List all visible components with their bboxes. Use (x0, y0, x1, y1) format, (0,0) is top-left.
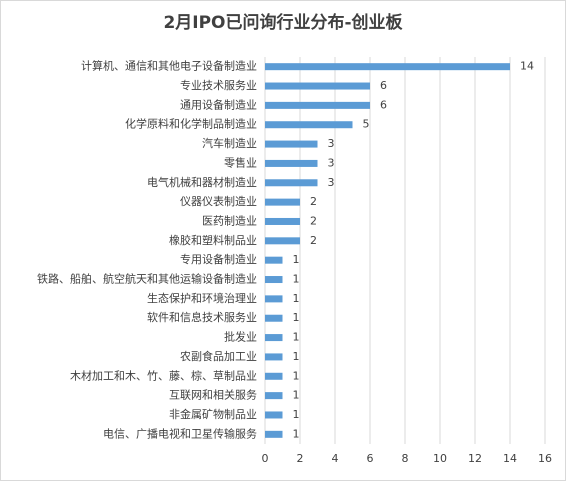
bar (265, 256, 283, 264)
bar (265, 372, 283, 380)
y-tick-label: 软件和信息技术服务业 (147, 310, 257, 324)
y-tick-label: 零售业 (224, 155, 257, 169)
x-tick-label: 16 (538, 452, 552, 465)
value-label: 6 (380, 98, 387, 111)
y-tick-label: 非金属矿物制品业 (169, 407, 257, 421)
y-tick-label: 互联网和相关服务 (169, 388, 257, 402)
y-tick-label: 医药制造业 (202, 213, 257, 227)
value-label: 1 (293, 350, 300, 363)
value-label: 3 (328, 137, 335, 150)
bar (265, 82, 370, 90)
x-tick-label: 4 (332, 452, 339, 465)
y-tick-label: 计算机、通信和其他电子设备制造业 (81, 59, 257, 73)
value-label: 5 (363, 118, 370, 131)
y-tick-label: 铁路、船舶、航空航天和其他运输设备制造业 (37, 272, 257, 286)
bar (265, 121, 353, 129)
bar (265, 314, 283, 322)
y-tick-label: 木材加工和木、竹、藤、棕、草制品业 (70, 368, 257, 382)
y-tick-label: 通用设备制造业 (180, 97, 257, 111)
value-label: 1 (293, 427, 300, 440)
chart-title: 2月IPO已问询行业分布-创业板 (163, 12, 403, 33)
bar (265, 295, 283, 303)
y-tick-label: 农副食品加工业 (180, 349, 257, 363)
bar (265, 353, 283, 361)
y-tick-label: 电信、广播电视和卫星传输服务 (103, 426, 257, 440)
bar (265, 276, 283, 284)
x-tick-label: 0 (262, 452, 269, 465)
value-label: 1 (293, 331, 300, 344)
y-tick-label: 化学原料和化学制品制造业 (125, 117, 257, 131)
x-tick-label: 14 (503, 452, 517, 465)
x-tick-label: 8 (402, 452, 409, 465)
bar (265, 392, 283, 400)
bar (265, 237, 300, 245)
bar (265, 217, 300, 225)
value-label: 1 (293, 389, 300, 402)
value-label: 1 (293, 253, 300, 266)
value-label: 3 (328, 156, 335, 169)
value-label: 1 (293, 311, 300, 324)
value-label: 6 (380, 79, 387, 92)
x-tick-label: 12 (468, 452, 482, 465)
value-label: 1 (293, 369, 300, 382)
value-label: 1 (293, 292, 300, 305)
bar (265, 411, 283, 419)
value-label: 1 (293, 408, 300, 421)
x-tick-label: 10 (433, 452, 447, 465)
bar (265, 159, 318, 167)
bar (265, 198, 300, 206)
bar (265, 101, 370, 109)
value-label: 2 (310, 195, 317, 208)
bar (265, 430, 283, 438)
bar (265, 334, 283, 342)
y-tick-label: 专业技术服务业 (180, 78, 257, 92)
y-tick-label: 汽车制造业 (202, 136, 257, 150)
value-label: 14 (520, 60, 534, 73)
y-tick-label: 橡胶和塑料制品业 (169, 233, 257, 247)
value-label: 1 (293, 273, 300, 286)
y-tick-label: 专用设备制造业 (180, 252, 257, 266)
x-tick-label: 2 (297, 452, 304, 465)
x-tick-label: 6 (367, 452, 374, 465)
y-tick-label: 电气机械和器材制造业 (147, 175, 257, 189)
value-label: 2 (310, 234, 317, 247)
y-tick-label: 仪器仪表制造业 (180, 194, 257, 208)
bar (265, 63, 510, 71)
value-label: 3 (328, 176, 335, 189)
bar (265, 140, 318, 148)
y-tick-label: 生态保护和环境治理业 (147, 291, 257, 305)
value-label: 2 (310, 214, 317, 227)
bar (265, 179, 318, 187)
y-tick-label: 批发业 (224, 330, 257, 344)
